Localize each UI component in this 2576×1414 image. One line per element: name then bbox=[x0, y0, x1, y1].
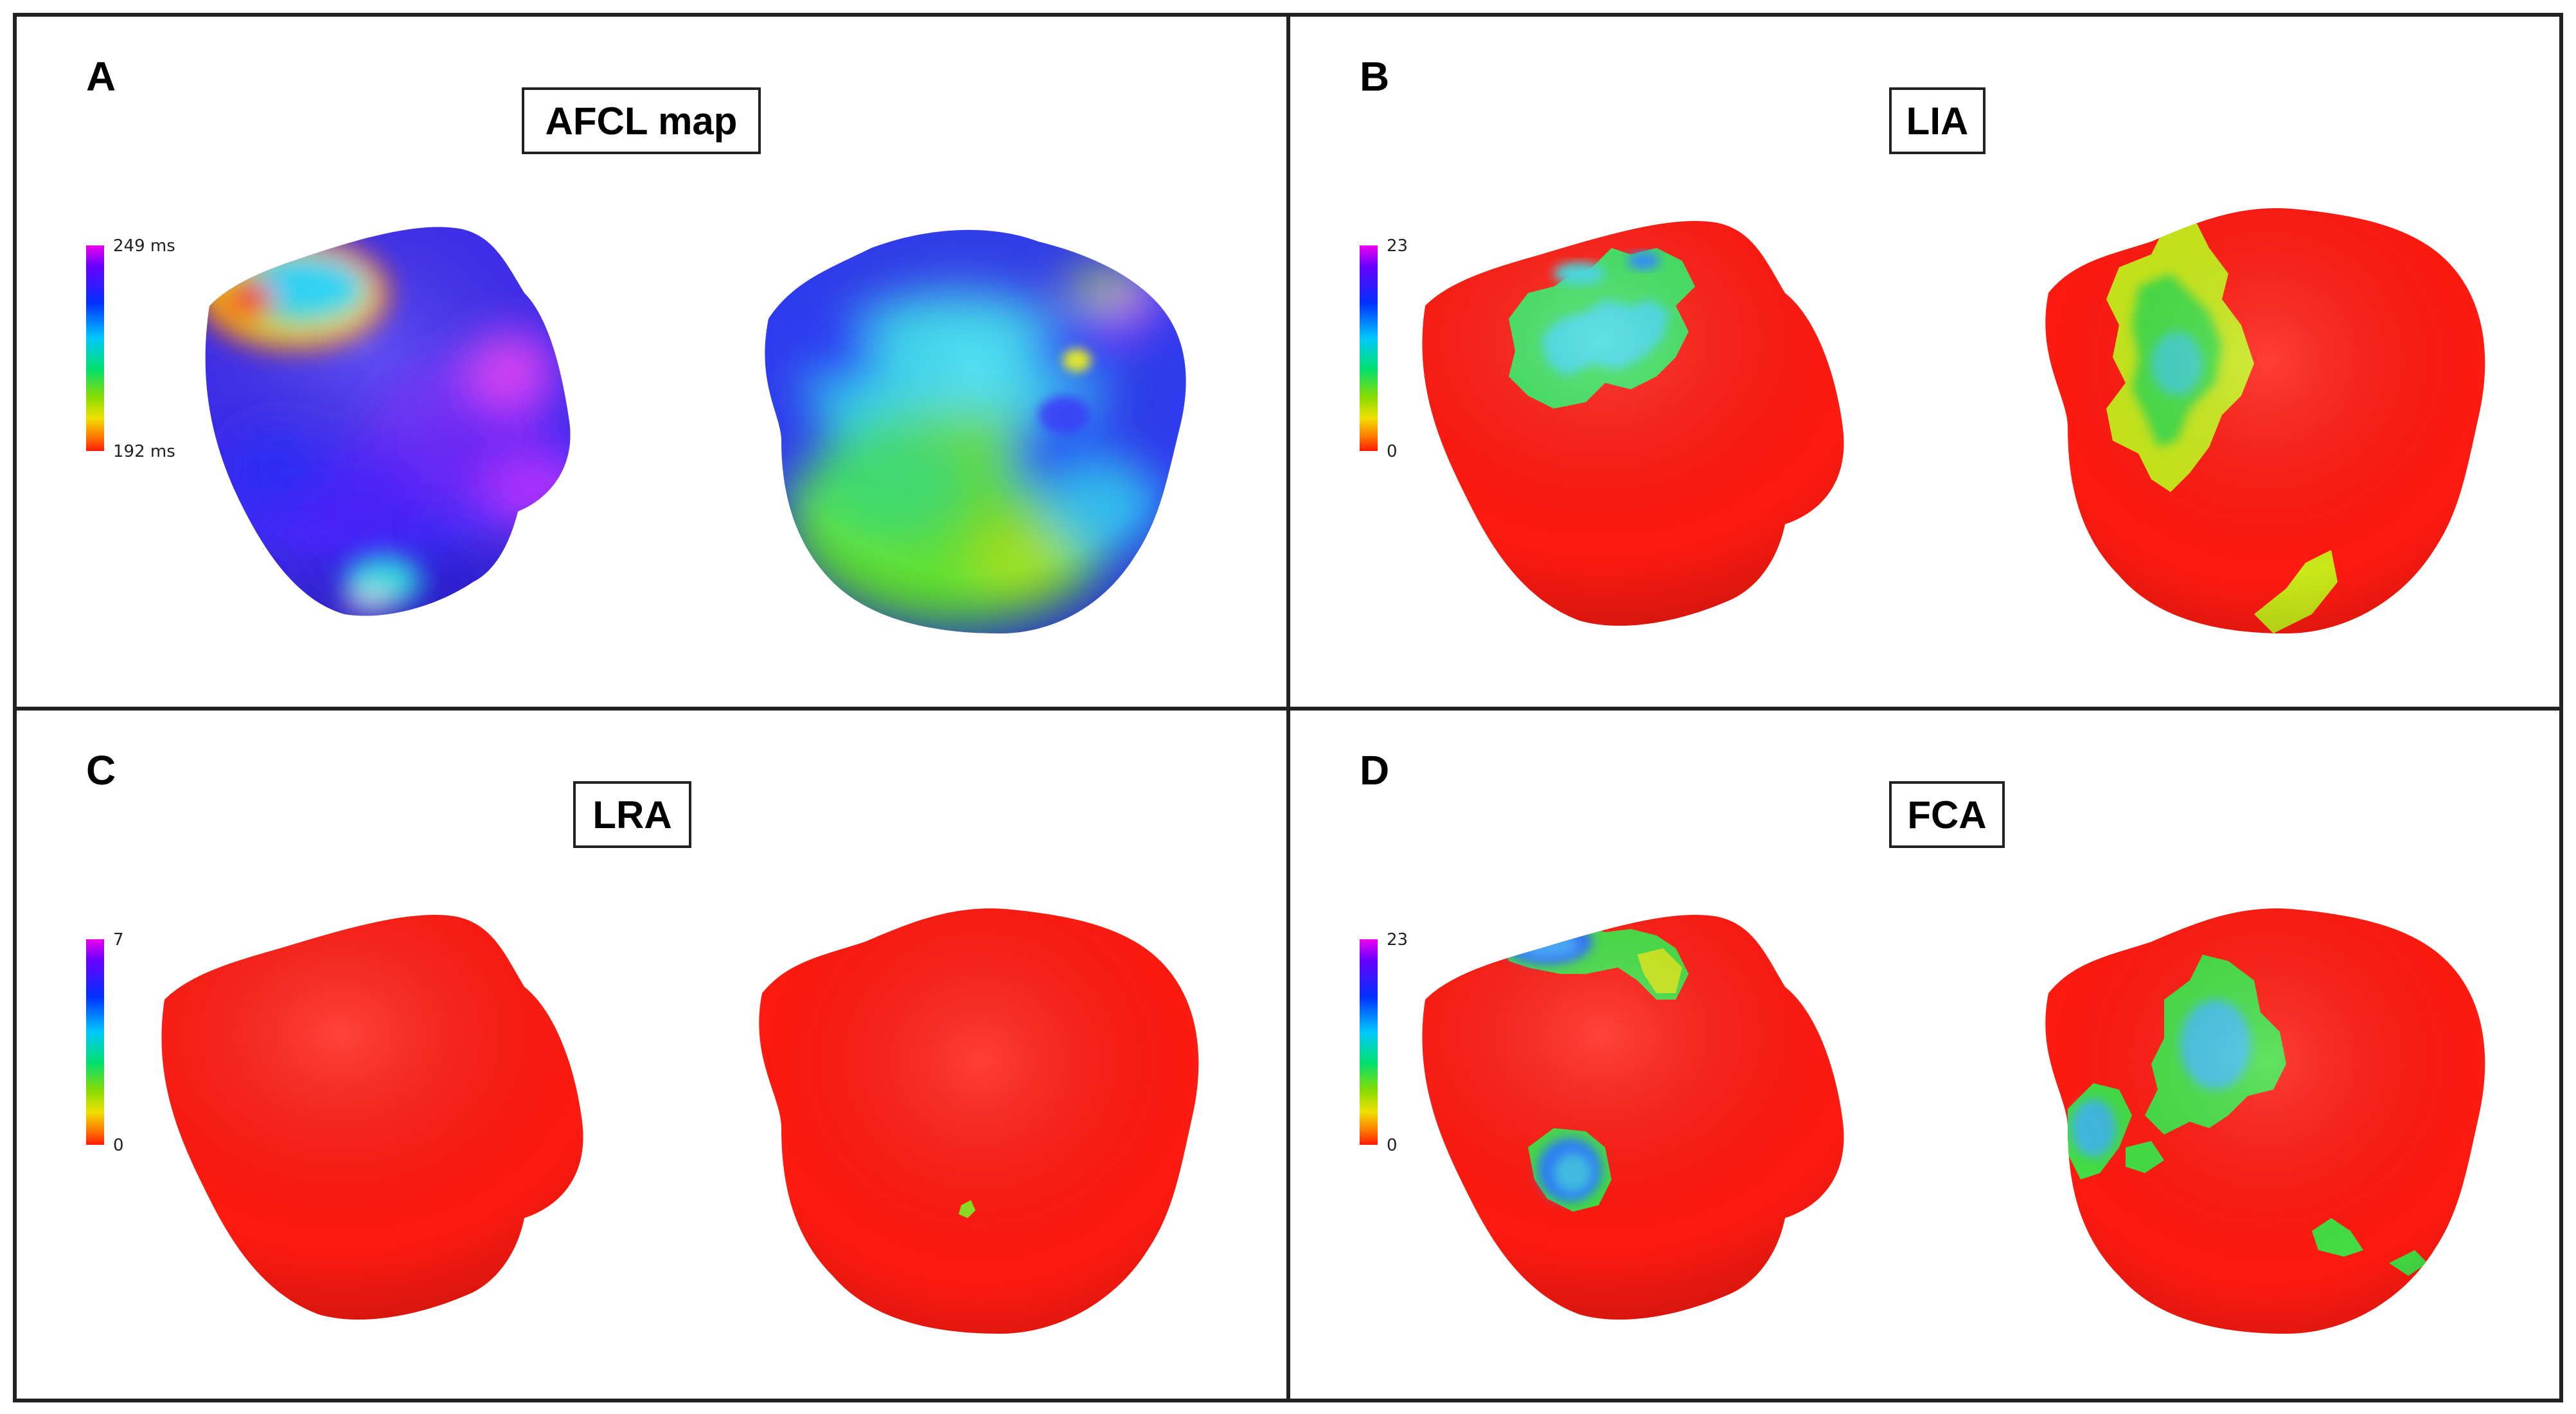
horizontal-divider bbox=[17, 707, 2559, 711]
color-scale-bar bbox=[1360, 939, 1378, 1145]
left-atrium-view-2 bbox=[2045, 908, 2485, 1334]
color-scale-max-label: 7 bbox=[113, 930, 124, 950]
panel-title: AFCL map bbox=[522, 87, 761, 154]
panel-c: C LRA 7 0 bbox=[17, 711, 1286, 1399]
color-scale-min-label: 0 bbox=[113, 1136, 124, 1155]
panel-letter: B bbox=[1360, 53, 1390, 100]
panel-a: A AFCL map 249 ms 192 ms bbox=[17, 17, 1286, 707]
panel-title: LRA bbox=[573, 781, 691, 848]
panel-letter: D bbox=[1360, 747, 1390, 793]
left-atrium-view-2 bbox=[759, 908, 1199, 1334]
panel-d: D FCA 23 0 bbox=[1290, 711, 2559, 1399]
left-atrium-view-1 bbox=[205, 227, 571, 616]
color-scale-bar bbox=[86, 245, 104, 451]
panel-letter: C bbox=[86, 747, 116, 793]
panel-title: LIA bbox=[1889, 87, 1985, 154]
panel-title: FCA bbox=[1889, 781, 2005, 848]
left-atrium-view-2 bbox=[2045, 208, 2485, 634]
color-scale-min-label: 0 bbox=[1387, 1136, 1398, 1155]
color-scale-max-label: 249 ms bbox=[113, 236, 175, 256]
color-scale-bar bbox=[86, 939, 104, 1145]
left-atrium-view-1 bbox=[161, 915, 583, 1320]
color-scale-min-label: 0 bbox=[1387, 442, 1398, 461]
left-atrium-view-1 bbox=[1422, 221, 1844, 626]
figure-frame: A AFCL map 249 ms 192 ms bbox=[13, 13, 2563, 1402]
color-scale-bar bbox=[1360, 245, 1378, 451]
color-scale-min-label: 192 ms bbox=[113, 442, 175, 461]
color-scale-max-label: 23 bbox=[1387, 236, 1408, 256]
left-atrium-view-1 bbox=[1422, 915, 1844, 1320]
panel-b: B LIA 23 0 bbox=[1290, 17, 2559, 707]
color-scale-max-label: 23 bbox=[1387, 930, 1408, 950]
panel-letter: A bbox=[86, 53, 116, 100]
left-atrium-view-2 bbox=[765, 229, 1186, 634]
